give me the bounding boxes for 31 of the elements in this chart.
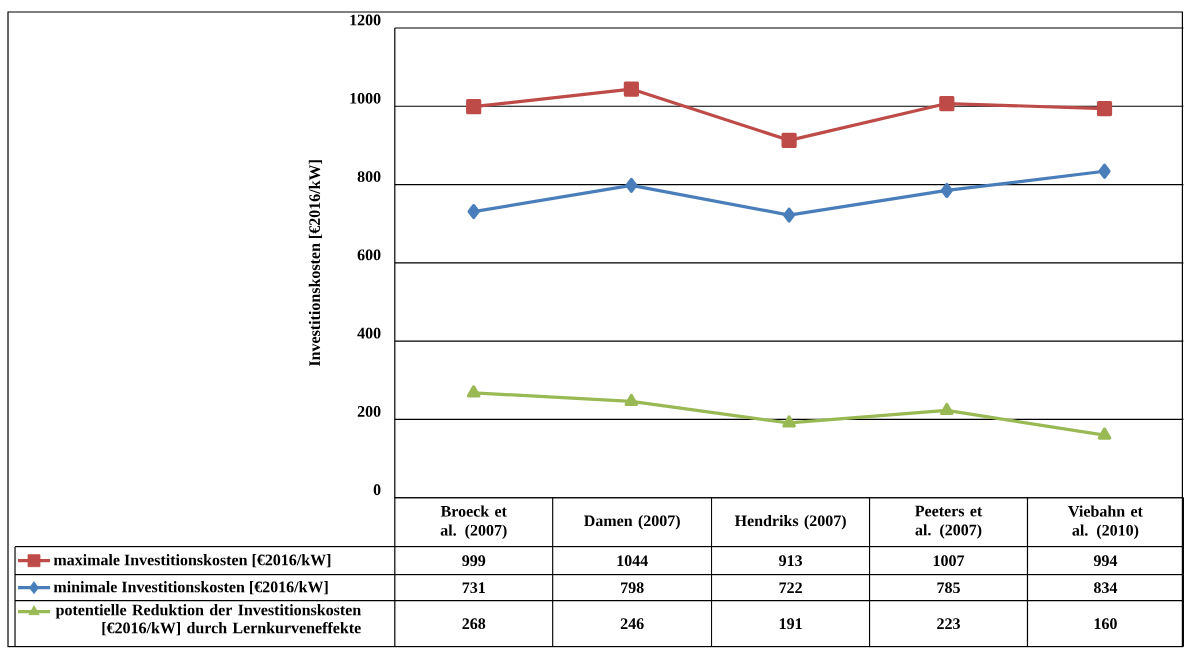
y-tick-label: 0 xyxy=(373,484,381,496)
data-label: 798 xyxy=(621,582,644,594)
x-tick-label: Viebahn et al. (2010) xyxy=(1068,505,1143,540)
y-tick-label: 1200 xyxy=(350,14,381,26)
legend-label: potentielle Reduktion der Investitionskosten [€2016/kW] durch Lernkurveneffekte xyxy=(55,604,361,636)
legend-label: maximale Investitionskosten [€2016/kW] xyxy=(53,554,331,568)
legend-label: minimale Investitionskosten [€2016/kW] xyxy=(53,581,328,595)
y-tick-label: 200 xyxy=(357,406,381,418)
x-tick-label: Peeters et al. (2007) xyxy=(915,505,983,539)
y-tick-label: 800 xyxy=(357,171,381,183)
x-tick-label: Broeck et al. (2007) xyxy=(440,505,507,540)
data-label: 722 xyxy=(779,582,802,594)
data-label: 834 xyxy=(1093,582,1118,594)
data-label: 268 xyxy=(462,618,486,630)
y-axis-title: Investitionskosten [€2016/kW] xyxy=(308,160,323,367)
data-label: 731 xyxy=(462,582,485,594)
x-tick-label: Damen (2007) xyxy=(584,515,680,530)
y-tick-label: 600 xyxy=(357,249,381,261)
y-tick-label: 400 xyxy=(357,327,381,339)
data-label: 1007 xyxy=(933,555,965,567)
x-tick-label: Hendriks (2007) xyxy=(734,515,846,530)
data-label: 999 xyxy=(462,555,486,567)
data-label: 160 xyxy=(1094,618,1117,630)
data-label: 223 xyxy=(937,618,960,630)
data-label: 785 xyxy=(937,582,960,594)
y-tick-label: 1000 xyxy=(350,93,381,104)
data-label: 913 xyxy=(779,555,803,567)
data-label: 1044 xyxy=(617,555,648,567)
data-label: 994 xyxy=(1093,555,1118,567)
data-label: 191 xyxy=(779,618,802,630)
data-label: 246 xyxy=(620,618,644,630)
